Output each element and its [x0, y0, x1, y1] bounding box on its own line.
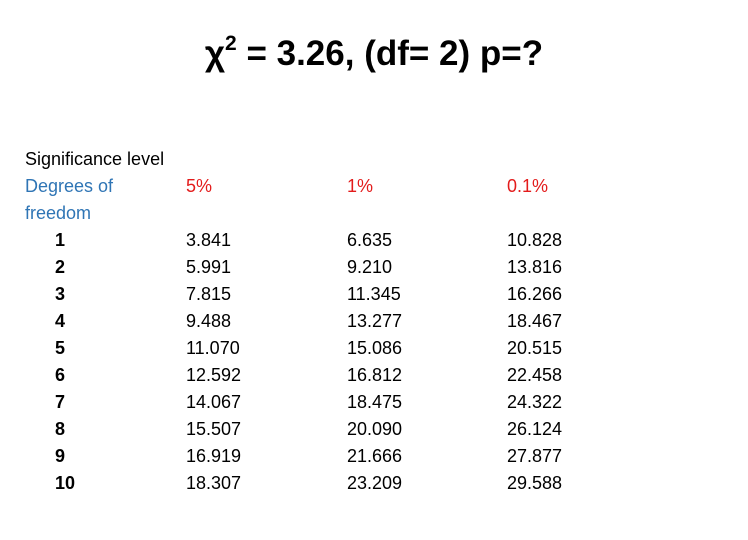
critical-value-1: 6.635	[347, 230, 393, 250]
significance-level-caption: Significance level	[25, 149, 165, 169]
chi-symbol: χ	[204, 34, 226, 73]
df-value: 9	[55, 446, 66, 466]
critical-value-1: 23.209	[347, 473, 403, 493]
slide-title: χ2 = 3.26, (df= 2) p=?	[0, 30, 748, 78]
critical-value-1: 15.086	[347, 338, 403, 358]
critical-value-5: 7.815	[186, 284, 232, 304]
critical-value-01: 18.467	[507, 311, 563, 331]
critical-value-01: 27.877	[507, 446, 563, 466]
df-value: 7	[55, 392, 66, 412]
header-row-2: freedom	[25, 200, 725, 227]
critical-value-5: 12.592	[186, 365, 242, 385]
critical-value-01: 10.828	[507, 230, 563, 250]
df-value: 6	[55, 365, 66, 385]
critical-value-1: 18.475	[347, 392, 403, 412]
df-value: 3	[55, 284, 66, 304]
level-header-01: 0.1%	[507, 176, 549, 196]
critical-value-5: 11.070	[186, 338, 240, 358]
table-row: 1 3.841 6.635 10.828	[25, 227, 725, 254]
critical-value-1: 20.090	[347, 419, 403, 439]
critical-value-5: 5.991	[186, 257, 232, 277]
critical-value-1: 16.812	[347, 365, 403, 385]
df-header-line2: freedom	[25, 203, 92, 223]
chi-square-table: Significance level Degrees of 5% 1% 0.1%…	[25, 146, 725, 497]
critical-value-5: 15.507	[186, 419, 242, 439]
critical-value-5: 3.841	[186, 230, 232, 250]
table-row: 9 16.919 21.666 27.877	[25, 443, 725, 470]
table-row: 8 15.507 20.090 26.124	[25, 416, 725, 443]
df-header-line1: Degrees of	[25, 176, 114, 196]
level-header-1: 1%	[347, 176, 374, 196]
critical-value-01: 29.588	[507, 473, 563, 493]
chi-exponent: 2	[225, 32, 237, 56]
critical-value-1: 21.666	[347, 446, 403, 466]
header-row: Degrees of 5% 1% 0.1%	[25, 173, 725, 200]
df-value: 4	[55, 311, 66, 331]
critical-value-01: 22.458	[507, 365, 563, 385]
critical-value-1: 11.345	[347, 284, 401, 304]
critical-value-01: 16.266	[507, 284, 563, 304]
level-header-5: 5%	[186, 176, 213, 196]
df-value: 1	[55, 230, 66, 250]
critical-value-5: 9.488	[186, 311, 232, 331]
table-row: 5 11.070 15.086 20.515	[25, 335, 725, 362]
table-row: 4 9.488 13.277 18.467	[25, 308, 725, 335]
critical-value-01: 20.515	[507, 338, 563, 358]
critical-value-5: 14.067	[186, 392, 242, 412]
table-row: 3 7.815 11.345 16.266	[25, 281, 725, 308]
table-row: 7 14.067 18.475 24.322	[25, 389, 725, 416]
table-body: 1 3.841 6.635 10.828 2 5.991 9.210 13.816 3 7.815…	[25, 227, 725, 497]
critical-value-1: 9.210	[347, 257, 393, 277]
table-row: 10 18.307 23.209 29.588	[25, 470, 725, 497]
critical-value-01: 26.124	[507, 419, 563, 439]
critical-value-5: 16.919	[186, 446, 242, 466]
table-row: 2 5.991 9.210 13.816	[25, 254, 725, 281]
df-value: 5	[55, 338, 66, 358]
title-text: = 3.26, (df= 2) p=?	[236, 34, 544, 73]
critical-value-1: 13.277	[347, 311, 403, 331]
critical-value-01: 13.816	[507, 257, 563, 277]
df-value: 10	[55, 473, 76, 493]
critical-value-01: 24.322	[507, 392, 563, 412]
critical-value-5: 18.307	[186, 473, 242, 493]
df-value: 2	[55, 257, 66, 277]
caption-row: Significance level	[25, 146, 725, 173]
df-value: 8	[55, 419, 66, 439]
table-row: 6 12.592 16.812 22.458	[25, 362, 725, 389]
